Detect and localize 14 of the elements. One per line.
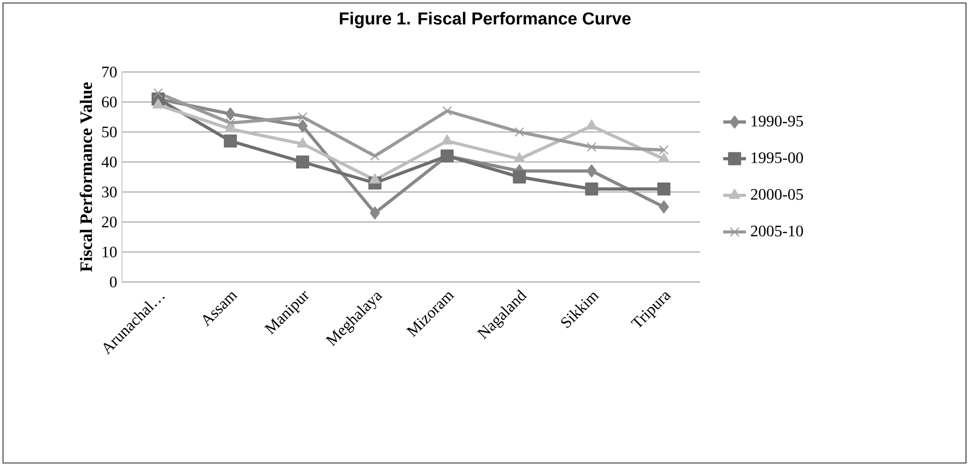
- legend-label: 1990-95: [752, 116, 803, 126]
- y-tick-label: 10: [102, 246, 117, 258]
- y-tick-label: 60: [102, 96, 117, 108]
- y-tick-label: 30: [102, 186, 117, 198]
- y-tick-label: 0: [110, 276, 117, 288]
- y-axis-title: Fiscal Performance Value: [80, 82, 92, 272]
- y-tick-label: 50: [102, 126, 117, 138]
- chart-title: Figure 1. Fiscal Performance Curve: [340, 12, 631, 28]
- legend-label: 1995-00: [752, 152, 803, 164]
- legend-label: 2000-05: [750, 188, 803, 200]
- legend-label: 2005-10: [750, 226, 803, 236]
- y-tick-label: 70: [102, 66, 117, 78]
- y-tick-label: 20: [102, 216, 117, 228]
- y-tick-label: 40: [102, 156, 117, 168]
